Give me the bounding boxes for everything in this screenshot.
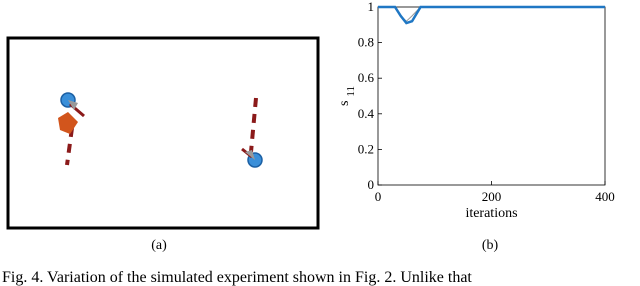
y-tick-label: 0.2 [358,141,374,156]
trajectory [249,97,258,153]
arrow [245,150,255,160]
y-tick-label: 0.4 [358,106,375,121]
y-tick-label: 0 [368,177,375,192]
axes-box [377,6,606,186]
y-tick-label: 0.6 [358,70,375,85]
data-line [378,5,605,25]
panel-b: 0 0.2 0.4 0.6 0.8 1 0 200 400 iterations s 11 (b) [337,0,615,253]
y-tick-label: 0.8 [358,35,374,50]
x-axis-label: iterations [465,206,517,221]
sensing-sector [58,112,78,134]
trajectory [65,127,74,166]
figure-caption: Fig. 4. Variation of the simulated exper… [2,269,472,286]
panel-caption: (a) [151,238,167,253]
arena [6,36,320,230]
x-tick-label: 200 [482,189,502,204]
x-tick-label: 0 [375,189,382,204]
x-tick-label: 400 [595,189,615,204]
arrow [68,100,78,110]
y-tick-label: 1 [368,0,375,14]
y-axis-label-subscript: 11 [345,86,357,97]
y-axis-label-main: s [337,101,352,106]
y-axis-label: s 11 [337,86,357,106]
panel-caption: (b) [482,238,499,253]
panel-a: (a) [6,36,320,253]
